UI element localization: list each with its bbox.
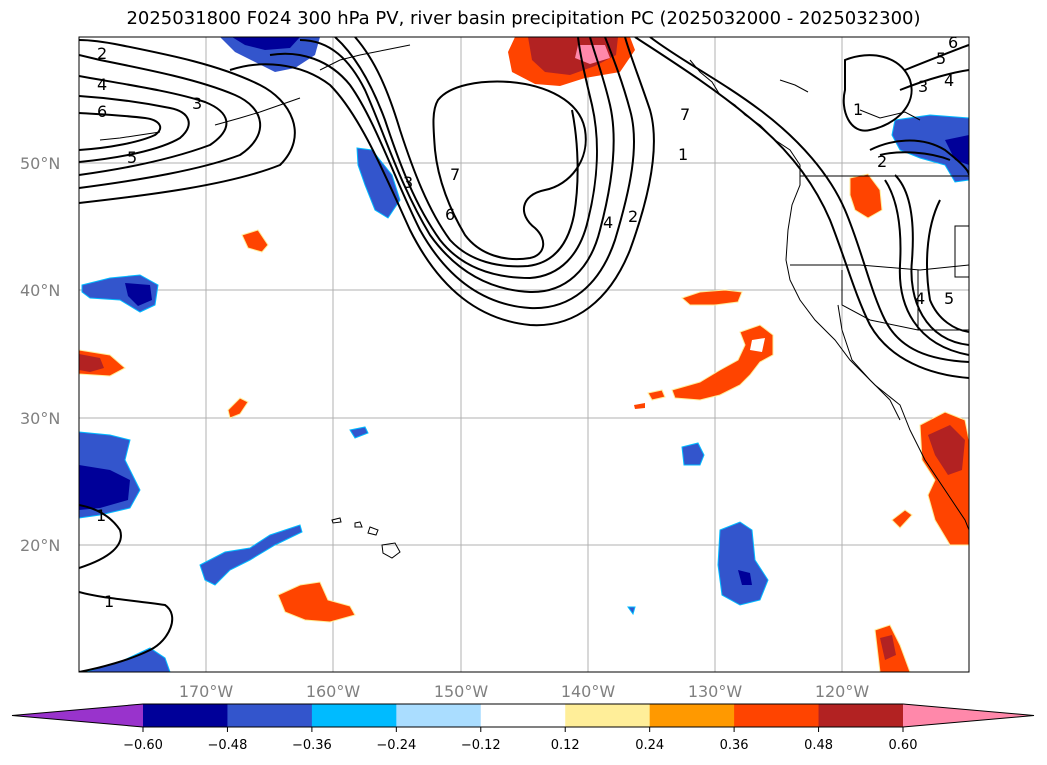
- colorbar-tick-label: 0.12: [551, 738, 580, 753]
- colorbar-segment: [649, 704, 735, 727]
- colorbar-tick-label: 0.24: [635, 738, 664, 753]
- colorbar-segment: [480, 704, 566, 727]
- contour-label: 1: [853, 100, 863, 119]
- contour-label: 2: [877, 152, 887, 171]
- contour-label: 6: [948, 33, 958, 52]
- lat-label: 20°N: [20, 536, 60, 555]
- latitude-labels: 50°N 40°N 30°N 20°N: [20, 154, 60, 555]
- colorbar-segment: [227, 704, 313, 727]
- colorbar-segment: [311, 704, 397, 727]
- contour-label: 7: [450, 165, 460, 184]
- colorbar-segment: [396, 704, 482, 727]
- contour-label: 2: [628, 207, 638, 226]
- lat-label: 30°N: [20, 409, 60, 428]
- lon-label: 170°W: [179, 682, 234, 701]
- colorbar-tick-label: 0.36: [720, 738, 749, 753]
- colorbar-segment: [143, 704, 228, 727]
- lon-label: 150°W: [434, 682, 489, 701]
- contour-label: 1: [104, 592, 114, 611]
- contour-label: 4: [603, 213, 613, 232]
- contour-label: 3: [192, 94, 202, 113]
- contour-label: 7: [680, 105, 690, 124]
- colorbar-segment: [565, 704, 651, 727]
- contour-label: 6: [97, 102, 107, 121]
- colorbar-extend-low: [12, 704, 143, 727]
- lon-label: 130°W: [688, 682, 743, 701]
- map-frame: [78, 36, 970, 673]
- contour-label: 3: [403, 173, 413, 192]
- contour-label: 5: [936, 49, 946, 68]
- colorbar-tick-label: −0.36: [292, 738, 332, 753]
- contour-label: 5: [127, 148, 137, 167]
- colorbar-segment: [734, 704, 820, 727]
- colorbar-extend-high: [903, 704, 1034, 727]
- colorbar-tick-label: −0.60: [123, 738, 163, 753]
- colorbar-tick-label: −0.12: [461, 738, 501, 753]
- lon-label: 160°W: [306, 682, 361, 701]
- contour-label: 3: [918, 77, 928, 96]
- pv-contours: [79, 37, 969, 672]
- contour-label: 2: [97, 44, 107, 63]
- colorbar-tick-label: −0.24: [376, 738, 416, 753]
- colorbar-segment: [818, 704, 904, 727]
- lon-label: 140°W: [561, 682, 616, 701]
- precip-shading: [79, 37, 969, 672]
- contour-label: 4: [97, 75, 107, 94]
- colorbar: −0.60 −0.48 −0.36 −0.24 −0.12 0.12 0.24 0.36 0.4…: [11, 703, 1035, 753]
- pv-contour-labels: 2 4 6 3 5 1 1 3 6 7 4 2 1 7 1 2 3 4 5 6 …: [96, 33, 958, 611]
- lat-label: 40°N: [20, 281, 60, 300]
- contour-label: 6: [445, 205, 455, 224]
- contour-label: 4: [915, 289, 925, 308]
- colorbar-tick-label: 0.48: [804, 738, 833, 753]
- contour-label: 1: [96, 506, 106, 525]
- colorbar-tick-label: 0.60: [889, 738, 918, 753]
- colorbar-tick-label: −0.48: [208, 738, 248, 753]
- contour-label: 1: [678, 145, 688, 164]
- longitude-labels: 170°W 160°W 150°W 140°W 130°W 120°W: [179, 682, 870, 701]
- contour-label: 4: [944, 71, 954, 90]
- contour-label: 5: [944, 289, 954, 308]
- lat-label: 50°N: [20, 154, 60, 173]
- map-title: 2025031800 F024 300 hPa PV, river basin …: [126, 8, 921, 29]
- lon-label: 120°W: [815, 682, 870, 701]
